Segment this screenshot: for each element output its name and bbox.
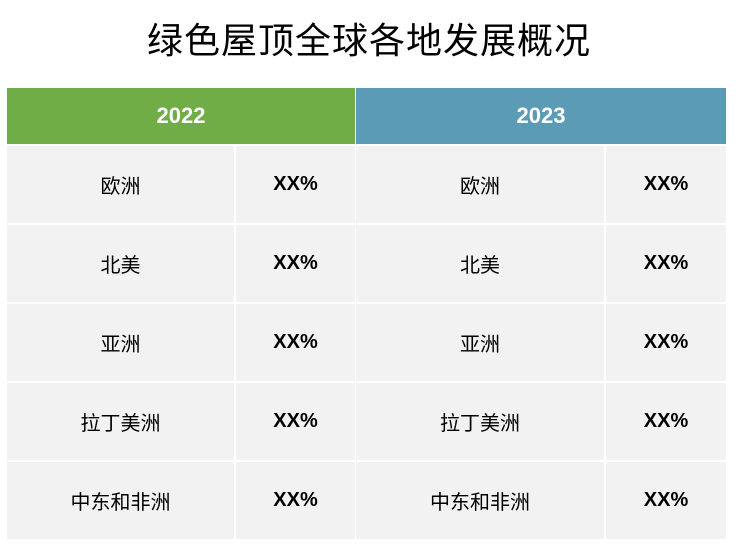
table-row: 欧洲 XX% — [356, 146, 726, 223]
region-cell: 拉丁美洲 — [356, 383, 604, 460]
table-row: 中东和非洲 XX% — [356, 462, 726, 539]
region-cell: 欧洲 — [356, 146, 604, 223]
value-cell: XX% — [236, 225, 355, 302]
year-header-2022: 2022 — [7, 88, 355, 144]
table-row: 亚洲 XX% — [356, 304, 726, 381]
value-cell: XX% — [236, 383, 355, 460]
table-row: 拉丁美洲 XX% — [356, 383, 726, 460]
table-row: 欧洲 XX% — [7, 146, 355, 223]
value-cell: XX% — [606, 304, 726, 381]
region-cell: 北美 — [7, 225, 234, 302]
table-row: 北美 XX% — [356, 225, 726, 302]
table-row: 拉丁美洲 XX% — [7, 383, 355, 460]
table-row: 中东和非洲 XX% — [7, 462, 355, 539]
value-cell: XX% — [606, 383, 726, 460]
table-row: 亚洲 XX% — [7, 304, 355, 381]
value-cell: XX% — [236, 304, 355, 381]
year-column-2022: 2022 欧洲 XX% 北美 XX% 亚洲 XX% 拉丁美洲 XX% 中东和非洲… — [7, 88, 355, 539]
value-cell: XX% — [236, 146, 355, 223]
region-cell: 北美 — [356, 225, 604, 302]
region-cell: 欧洲 — [7, 146, 234, 223]
value-cell: XX% — [236, 462, 355, 539]
value-cell: XX% — [606, 462, 726, 539]
region-cell: 拉丁美洲 — [7, 383, 234, 460]
region-cell: 亚洲 — [7, 304, 234, 381]
value-cell: XX% — [606, 225, 726, 302]
value-cell: XX% — [606, 146, 726, 223]
page-title: 绿色屋顶全球各地发展概况 — [146, 21, 591, 62]
table-row: 北美 XX% — [7, 225, 355, 302]
region-cell: 中东和非洲 — [7, 462, 234, 539]
year-header-2023: 2023 — [356, 88, 726, 144]
region-cell: 亚洲 — [356, 304, 604, 381]
year-column-2023: 2023 欧洲 XX% 北美 XX% 亚洲 XX% 拉丁美洲 XX% 中东和非洲… — [356, 88, 726, 539]
region-cell: 中东和非洲 — [356, 462, 604, 539]
